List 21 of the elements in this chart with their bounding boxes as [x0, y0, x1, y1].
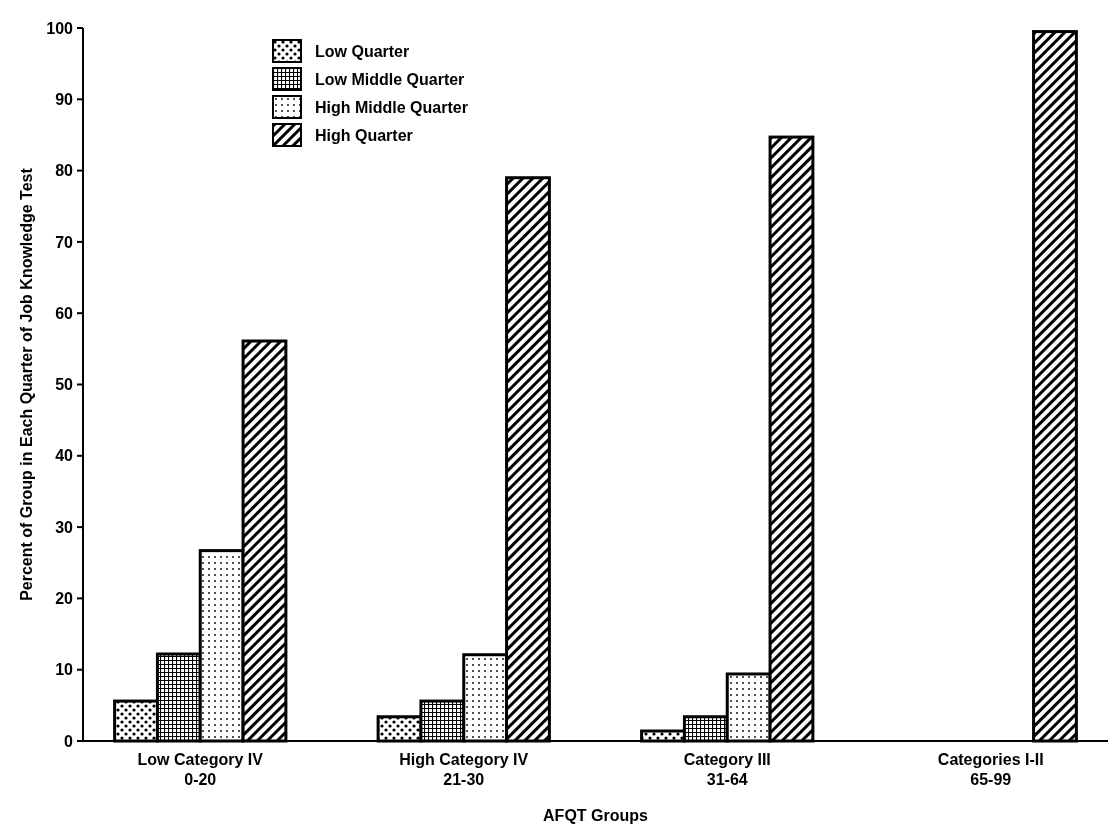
legend-label: Low Middle Quarter [315, 70, 465, 88]
y-tick-label: 100 [46, 19, 74, 37]
x-tick-label: Low Category IV 0-20 [137, 751, 264, 788]
y-tick-label: 60 [55, 304, 74, 322]
y-tick-label: 30 [55, 518, 74, 536]
y-tick-label: 50 [55, 376, 74, 394]
x-tick-label: High Category IV 21-30 [399, 751, 529, 788]
y-tick-label: 0 [64, 732, 74, 750]
legend-label: High Middle Quarter [315, 98, 468, 116]
x-tick-label: Categories I-II 65-99 [937, 751, 1044, 788]
x-axis-title: AFQT Groups [543, 807, 649, 824]
y-tick-label: 80 [55, 162, 74, 180]
y-tick-label: 20 [55, 590, 74, 607]
x-tick-label: Category III 31-64 [683, 751, 771, 788]
legend-label: High Quarter [315, 126, 413, 144]
y-tick-label: 40 [55, 447, 74, 465]
legend-label: Low Quarter [315, 42, 410, 60]
y-tick-label: 70 [55, 233, 74, 251]
y-tick-label: 90 [55, 90, 74, 108]
y-axis-title: Percent of Group in Each Quarter of Job Knowledge Test [18, 167, 35, 601]
y-tick-label: 10 [55, 661, 74, 679]
